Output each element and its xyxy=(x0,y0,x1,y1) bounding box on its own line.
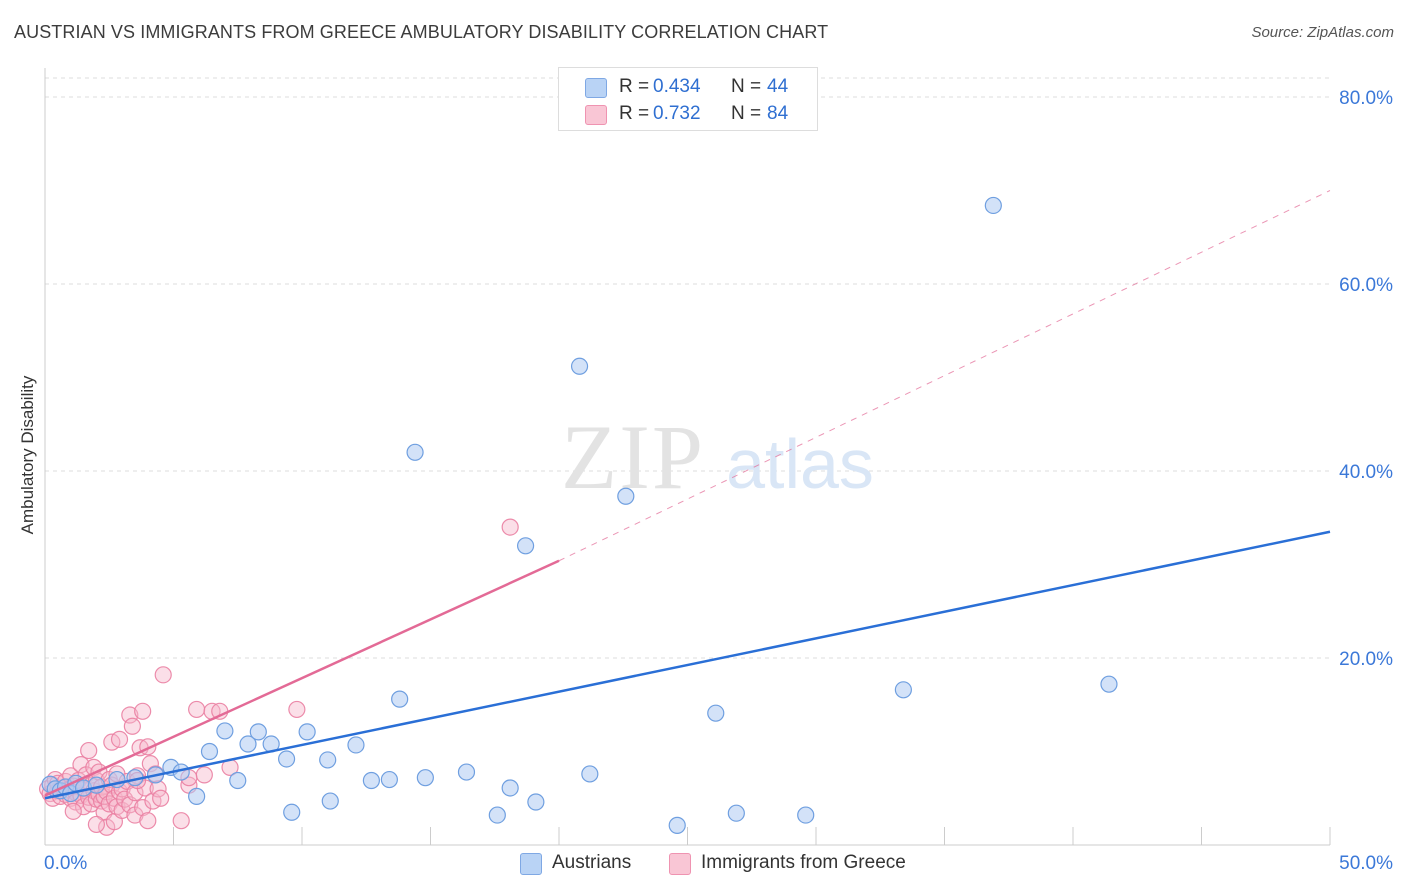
austrians-point xyxy=(249,723,267,741)
austrians-point xyxy=(319,751,337,769)
austrians-point xyxy=(200,742,219,761)
watermark-atlas: atlas xyxy=(726,425,874,503)
austrians-point xyxy=(216,722,234,740)
greece-point xyxy=(64,802,82,820)
austrians-point xyxy=(797,806,815,824)
austrians-point xyxy=(188,787,206,805)
greece-points xyxy=(38,518,519,836)
austrians-point xyxy=(229,771,247,790)
bottom-legend-swatch-austrians xyxy=(520,853,542,875)
austrians-point xyxy=(362,771,380,790)
austrians-point xyxy=(516,537,535,555)
watermark: ZIP atlas xyxy=(561,406,874,508)
greece-point xyxy=(87,815,106,834)
greece-point xyxy=(72,755,90,774)
tick-labels: 20.0% 40.0% 60.0% 80.0% 0.0% 50.0% xyxy=(44,88,1393,874)
greece-point xyxy=(172,812,190,830)
bottom-legend-swatch-greece xyxy=(669,853,691,875)
greece-point xyxy=(123,717,141,735)
greece-point xyxy=(139,812,157,830)
austrians-point xyxy=(617,487,635,505)
y-tick-label: 20.0% xyxy=(1339,649,1393,670)
legend-n-label: N = xyxy=(731,76,762,97)
austrians-point xyxy=(298,723,316,741)
austrians-point xyxy=(581,765,599,783)
greece-point xyxy=(188,700,206,719)
trend-lines xyxy=(44,190,1331,800)
austrians-point xyxy=(1100,675,1118,693)
y-tick-label: 40.0% xyxy=(1339,462,1393,483)
bottom-legend-label-greece: Immigrants from Greece xyxy=(701,852,906,873)
legend-n-value: 44 xyxy=(767,76,789,97)
austrians-point xyxy=(457,763,476,781)
legend-n-label: N = xyxy=(731,103,762,124)
legend-r-value: 0.434 xyxy=(653,76,701,97)
greece-trend-extension xyxy=(558,190,1331,562)
greece-point xyxy=(154,666,172,684)
greece-point xyxy=(501,518,519,536)
austrians-point xyxy=(501,779,519,797)
austrians-point xyxy=(707,704,725,722)
austrians-point xyxy=(527,793,545,811)
legend: R = 0.434 N = 44 R = 0.732 N = 84 xyxy=(558,67,818,131)
legend-swatch-greece xyxy=(585,105,607,125)
legend-r-label: R = xyxy=(619,76,650,97)
legend-n-value: 84 xyxy=(767,103,789,124)
austrians-point xyxy=(380,770,398,789)
austrians-point xyxy=(416,769,434,787)
legend-r-label: R = xyxy=(619,103,650,124)
austrians-point xyxy=(283,803,301,821)
greece-point xyxy=(121,706,139,724)
austrians-trend-line xyxy=(44,530,1331,800)
x-tick-label: 50.0% xyxy=(1339,853,1393,874)
legend-swatch-austrians xyxy=(585,78,607,98)
austrians-point xyxy=(391,690,409,708)
greece-point xyxy=(80,741,98,760)
x-tick-label: 0.0% xyxy=(44,853,87,874)
greece-point xyxy=(195,766,213,784)
austrians-point xyxy=(277,750,296,768)
austrians-point xyxy=(894,681,912,699)
austrians-point xyxy=(488,806,506,824)
chart-title: AUSTRIAN VS IMMIGRANTS FROM GREECE AMBUL… xyxy=(14,22,829,42)
austrians-point xyxy=(321,792,339,810)
greece-trend-line xyxy=(44,559,560,797)
greece-point xyxy=(134,798,152,817)
austrians-point xyxy=(239,735,257,753)
source-label: Source: ZipAtlas.com xyxy=(1251,24,1394,41)
austrians-points xyxy=(41,196,1118,834)
austrians-point xyxy=(570,357,589,375)
greece-point xyxy=(152,789,170,807)
greece-point xyxy=(288,700,306,719)
austrians-point xyxy=(984,196,1002,215)
greece-point xyxy=(110,730,129,748)
greece-point xyxy=(134,702,152,720)
austrians-point xyxy=(727,804,745,822)
austrians-point xyxy=(406,443,424,461)
y-tick-label: 80.0% xyxy=(1339,88,1393,109)
axes xyxy=(44,68,1331,846)
y-tick-label: 60.0% xyxy=(1339,275,1393,296)
austrians-point xyxy=(668,816,686,834)
legend-r-value: 0.732 xyxy=(653,103,701,124)
austrians-point xyxy=(347,736,365,754)
bottom-legend-label-austrians: Austrians xyxy=(552,852,632,873)
